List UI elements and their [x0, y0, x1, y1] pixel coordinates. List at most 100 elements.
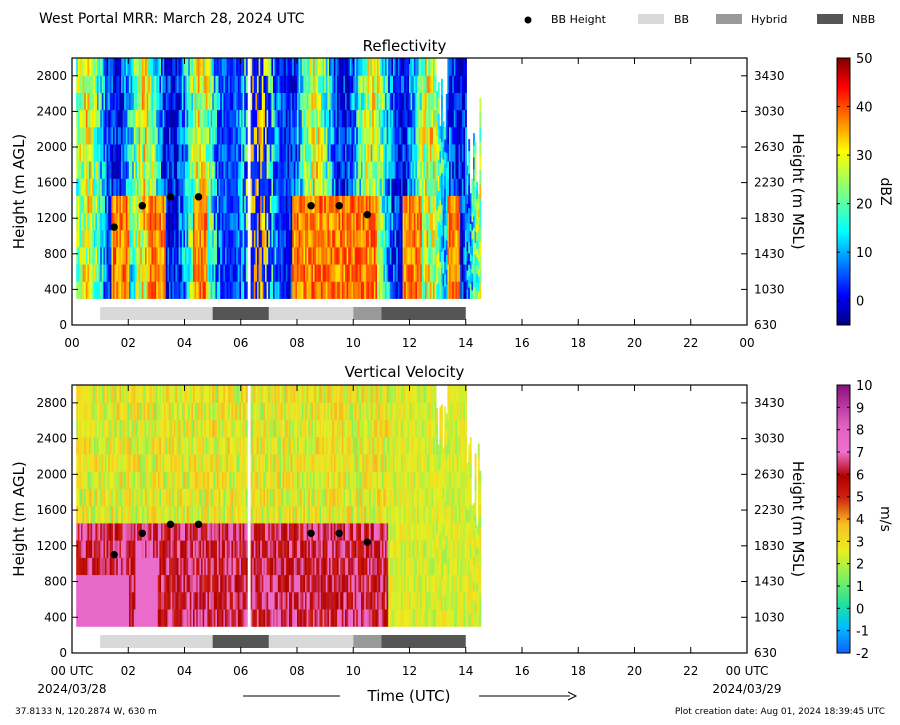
y2-tick-label: 3030: [754, 432, 785, 446]
y2-tick-label: 2230: [754, 176, 785, 190]
y2-axis-label: Height (m MSL): [789, 133, 807, 249]
xlabel-arrow-icon: [567, 691, 578, 701]
x-tick-label: 20: [627, 336, 642, 350]
x-tick-label: 20: [627, 664, 642, 678]
y2-tick-label: 3430: [754, 69, 785, 83]
bb-height-point: [335, 529, 343, 537]
legend-swatch-bb: [638, 14, 664, 24]
x-tick-label: 12: [402, 664, 417, 678]
x-tick-label: 04: [177, 664, 192, 678]
x-tick-label: 08: [289, 336, 304, 350]
x-tick-label: 22: [683, 336, 698, 350]
y-tick-label: 2800: [36, 396, 67, 410]
colorbar-tick-label: 2: [856, 558, 864, 573]
y-tick-label: 1600: [36, 176, 67, 190]
colorbar-tick-label: 40: [856, 101, 873, 116]
y-tick-label: 2000: [36, 467, 67, 481]
colorbar-tick-label: 9: [856, 401, 864, 416]
colorbar-tick-label: -2: [856, 647, 869, 662]
bb-type-segment: [353, 635, 382, 648]
figure-title: West Portal MRR: March 28, 2024 UTC: [39, 11, 305, 27]
y2-tick-label: 1430: [754, 247, 785, 261]
colorbar-tick-label: 7: [856, 446, 864, 461]
x-axis-label: Time (UTC): [367, 687, 451, 705]
colorbar-tick-label: 20: [856, 198, 873, 213]
colorbar-tick-label: 4: [856, 513, 864, 528]
bb-type-segment: [212, 307, 269, 320]
bb-type-segment: [212, 635, 269, 648]
y2-tick-label: 3030: [754, 104, 785, 118]
bb-height-point: [194, 193, 203, 201]
bb-height-point: [194, 520, 203, 529]
colorbar-tick-label: 0: [856, 295, 864, 310]
bb-type-segment: [100, 307, 213, 320]
bb-height-point: [307, 202, 315, 210]
colorbar-tick-label: 3: [856, 535, 864, 550]
legend-swatch-hybrid: [716, 14, 742, 24]
bb-type-segment: [268, 635, 354, 648]
x-tick-label: 06: [233, 664, 248, 678]
y-tick-label: 2400: [36, 432, 67, 446]
y-tick-label: 2400: [36, 104, 67, 118]
panel-title: Reflectivity: [363, 37, 447, 55]
bb-height-point: [166, 520, 175, 529]
x-tick-label: 16: [514, 664, 529, 678]
bb-type-segment: [100, 635, 213, 648]
bb-height-point: [110, 551, 118, 559]
y2-tick-label: 2630: [754, 140, 785, 154]
y2-axis-label: Height (m MSL): [789, 461, 807, 577]
y2-tick-label: 1430: [754, 575, 785, 589]
y2-tick-label: 1030: [754, 610, 785, 624]
bb-height-point: [307, 529, 315, 537]
x-tick-label: 22: [683, 664, 698, 678]
bb-legend: BB Height BB Hybrid NBB: [524, 13, 875, 26]
bb-height-point: [363, 538, 372, 546]
bb-height-point: [138, 202, 147, 210]
x-tick-label: 18: [571, 664, 586, 678]
heatmap-field: [76, 58, 482, 299]
colorbar-tick-label: 6: [856, 468, 864, 483]
end-date-label: 2024/03/29: [712, 682, 781, 696]
y2-tick-label: 1030: [754, 282, 785, 296]
bb-height-point: [335, 202, 343, 210]
panel-title: Vertical Velocity: [345, 363, 465, 381]
y2-tick-label: 1830: [754, 211, 785, 225]
x-tick-label: 00 UTC: [726, 664, 769, 678]
y-tick-label: 0: [59, 318, 67, 332]
y2-tick-label: 2230: [754, 503, 785, 517]
legend-label: BB Height: [551, 13, 607, 26]
x-tick-label: 00: [64, 336, 79, 350]
y-tick-label: 1200: [36, 211, 67, 225]
colorbar-tick-label: 5: [856, 491, 864, 506]
x-tick-label: 04: [177, 336, 192, 350]
legend-swatch-nbb: [817, 14, 843, 24]
y-tick-label: 1200: [36, 539, 67, 553]
colorbar: [836, 57, 851, 326]
bb-height-point: [166, 193, 175, 201]
bb-type-segment: [268, 307, 354, 320]
bb-type-segment: [381, 307, 466, 320]
colorbar-tick-label: 8: [856, 424, 864, 439]
y-tick-label: 1600: [36, 503, 67, 517]
y-tick-label: 0: [59, 646, 67, 660]
x-tick-label: 16: [514, 336, 529, 350]
x-tick-label: 02: [121, 336, 136, 350]
x-tick-label: 18: [571, 336, 586, 350]
bb-height-point: [138, 529, 147, 537]
bb-type-segment: [353, 307, 382, 320]
heatmap-field: [76, 385, 482, 627]
y2-tick-label: 3430: [754, 396, 785, 410]
x-tick-label: 08: [289, 664, 304, 678]
x-tick-label: 06: [233, 336, 248, 350]
colorbar-tick-label: 50: [856, 52, 873, 67]
legend-label: BB: [674, 13, 689, 26]
colorbar-tick-label: -1: [856, 625, 869, 640]
y-tick-label: 800: [44, 575, 67, 589]
legend-label: Hybrid: [751, 13, 787, 26]
y-tick-label: 400: [44, 610, 67, 624]
y-tick-label: 400: [44, 282, 67, 296]
x-tick-label: 10: [346, 336, 361, 350]
colorbar-tick-label: 10: [856, 246, 873, 261]
start-date-label: 2024/03/28: [37, 682, 106, 696]
